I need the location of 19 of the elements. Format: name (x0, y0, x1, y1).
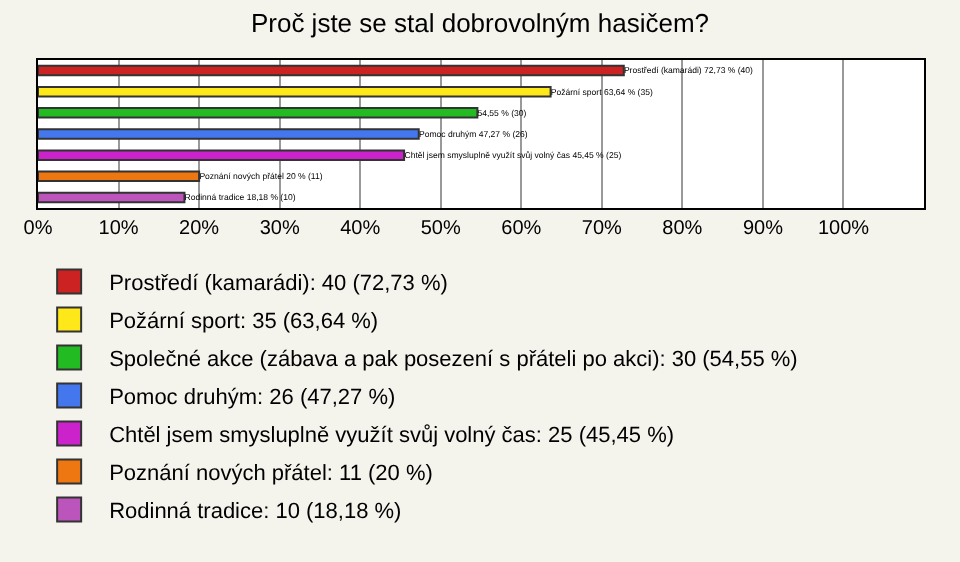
x-tick-label: 90% (742, 218, 784, 240)
x-tick-label: 0% (23, 218, 53, 240)
legend-label: Prostředí (kamarádi): 40 (72,73 %) (109, 271, 448, 296)
x-tick-label: 50% (420, 218, 461, 240)
legend-label: Chtěl jsem smysluplně využít svůj volný čas: 25 (45,45 %) (109, 423, 675, 448)
legend-label: Rodinná tradice: 10 (18,18 %) (109, 499, 402, 524)
legend-label: Společné akce (zábava a pak posezení s přáteli po akci): 30 (54,55 %) (109, 347, 798, 372)
x-tick-label: 10% (98, 218, 139, 240)
legend-label: Pomoc druhým: 26 (47,27 %) (109, 385, 396, 410)
x-tick-label: 100% (817, 218, 870, 240)
x-tick-label: 30% (259, 218, 300, 240)
legend-label: Poznání nových přátel: 11 (20 %) (109, 461, 433, 486)
x-tick-label: 70% (581, 218, 623, 240)
legend-label: Požární sport: 35 (63,64 %) (109, 309, 379, 334)
x-tick-label: 60% (501, 218, 542, 240)
x-tick-label: 20% (179, 218, 220, 240)
x-tick-label: 80% (662, 218, 703, 240)
chart-title: Proč jste se stal dobrovolným hasičem? (250, 8, 710, 39)
x-tick-label: 40% (340, 218, 381, 240)
